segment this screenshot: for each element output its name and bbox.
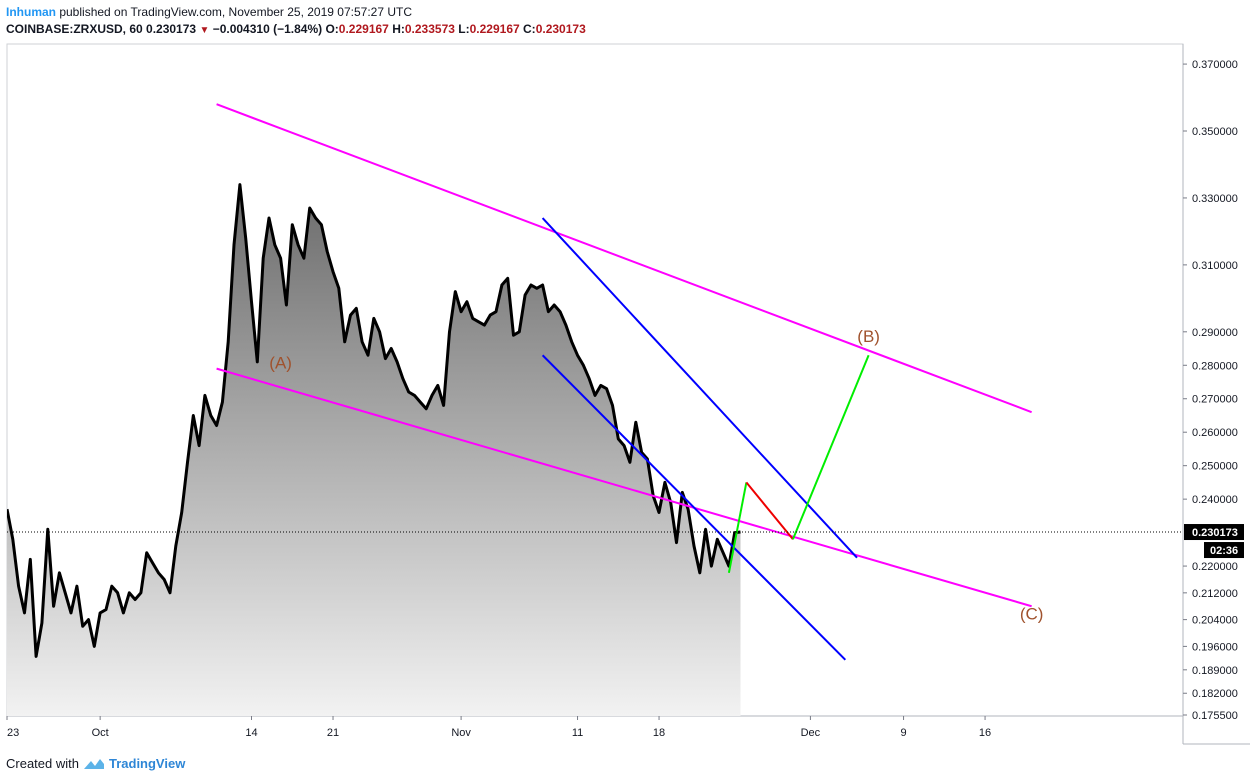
x-tick-label: 9: [900, 727, 906, 739]
blue-channel-upper-line[interactable]: [541, 217, 858, 559]
price-area-fill: [7, 184, 741, 716]
y-tick-label: 0.182000: [1192, 688, 1238, 700]
y-tick-label: 0.270000: [1192, 394, 1238, 406]
y-tick-label: 0.212000: [1192, 588, 1238, 600]
y-tick-label: 0.250000: [1192, 461, 1238, 473]
close-value: 0.230173: [535, 22, 586, 36]
x-tick-label: Dec: [801, 727, 821, 739]
tradingview-brand[interactable]: TradingView: [108, 756, 186, 771]
x-tick-label: 14: [245, 727, 257, 739]
green-projection-line-2[interactable]: [792, 354, 870, 540]
y-tick-label: 0.350000: [1192, 126, 1238, 138]
y-tick-label: 0.280000: [1192, 360, 1238, 372]
wave-label[interactable]: (A): [269, 354, 292, 373]
time-axis[interactable]: 23 Oct 14 21 Nov 11 18 Dec 9 16: [6, 716, 991, 739]
wave-label[interactable]: (C): [1020, 605, 1044, 624]
last-price: 0.230173: [146, 22, 197, 36]
x-tick-label: 18: [653, 727, 665, 739]
y-tick-label: 0.189000: [1192, 665, 1238, 677]
countdown-label: 02:36: [1210, 545, 1238, 557]
low-label: L:: [458, 22, 470, 36]
x-tick-label: 16: [979, 727, 991, 739]
y-tick-label: 0.310000: [1192, 260, 1238, 272]
symbol-label: COINBASE:ZRXUSD, 60: [6, 22, 143, 36]
upper-channel-line[interactable]: [216, 103, 1032, 414]
blue-channel-lower-line[interactable]: [541, 354, 847, 661]
high-value: 0.233573: [404, 22, 455, 36]
high-label: H:: [392, 22, 405, 36]
green-projection-line-1[interactable]: [727, 482, 748, 573]
created-with-label: Created with: [6, 756, 79, 771]
y-tick-label: 0.196000: [1192, 641, 1238, 653]
x-tick-label: Nov: [451, 727, 471, 739]
last-price-badge: [1184, 524, 1244, 541]
price-axis[interactable]: 0.370000 0.350000 0.330000 0.310000 0.290000…: [1183, 59, 1244, 722]
footer: Created with TradingView: [6, 756, 185, 771]
change-value: −0.004310 (−1.84%): [212, 22, 323, 36]
y-tick-label: 0.370000: [1192, 59, 1238, 71]
open-label: O:: [325, 22, 339, 36]
x-tick-label: 11: [572, 727, 583, 739]
x-tick-label: 23: [7, 727, 19, 739]
close-label: C:: [523, 22, 536, 36]
red-projection-line[interactable]: [745, 481, 794, 540]
publish-info: Inhuman published on TradingView.com, No…: [6, 5, 412, 19]
y-tick-label: 0.290000: [1192, 327, 1238, 339]
countdown-badge: [1204, 542, 1244, 559]
overlay-layer: (A) (B) (C): [269, 327, 1043, 624]
y-tick-label: 0.175500: [1192, 710, 1238, 722]
plot-layer: [7, 103, 1183, 716]
wave-label[interactable]: (B): [857, 327, 880, 346]
low-value: 0.229167: [469, 22, 520, 36]
author-name[interactable]: Inhuman: [6, 5, 56, 19]
x-tick-label: Oct: [92, 727, 109, 739]
y-tick-label: 0.330000: [1192, 193, 1238, 205]
last-price-badge-label: 0.230173: [1192, 527, 1238, 539]
published-text: published on TradingView.com, November 2…: [56, 5, 412, 19]
open-value: 0.229167: [338, 22, 389, 36]
x-tick-label: 21: [327, 727, 339, 739]
y-tick-label: 0.260000: [1192, 427, 1238, 439]
lower-channel-line[interactable]: [216, 367, 1032, 608]
price-line[interactable]: [7, 183, 741, 658]
y-tick-label: 0.220000: [1192, 561, 1238, 573]
ohlc-legend: COINBASE:ZRXUSD, 60 0.230173 ▼ −0.004310…: [6, 22, 586, 36]
tradingview-logo-icon: [83, 758, 104, 769]
down-arrow-icon: ▼: [199, 25, 210, 36]
y-tick-label: 0.240000: [1192, 494, 1238, 506]
y-tick-label: 0.204000: [1192, 615, 1238, 627]
